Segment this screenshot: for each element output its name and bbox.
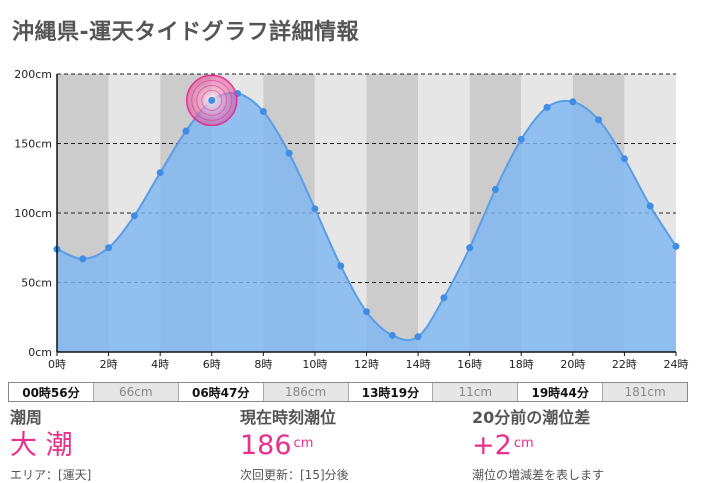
tide-point — [182, 127, 190, 135]
y-tick-label: 150cm — [14, 138, 52, 151]
tide-event-level: 11cm — [433, 383, 519, 401]
x-axis-labels: 0時 2時 4時 6時 8時 10時 12時 14時 16時 18時 20時 22時 24時 — [48, 358, 689, 371]
current-level-panel: 現在時刻潮位 186 cm 次回更新：[15]分後 — [240, 404, 470, 483]
current-level-value-row: 186 cm — [240, 430, 470, 462]
tide-point — [466, 244, 474, 252]
page-title: 沖縄県-運天タイドグラフ詳細情報 — [12, 20, 360, 45]
y-tick-label: 0cm — [28, 346, 52, 359]
level-delta-unit: cm — [513, 436, 534, 451]
tide-point — [646, 202, 654, 210]
y-tick-label: 100cm — [14, 207, 52, 220]
y-tick-label: 200cm — [14, 68, 52, 81]
tide-type-panel: 潮周 大 潮 エリア：[運天] — [10, 404, 240, 483]
y-tick-label: 50cm — [21, 277, 52, 290]
tide-point — [620, 155, 628, 163]
level-delta-panel: 20分前の潮位差 +2 cm 潮位の増減差を表します — [472, 404, 702, 483]
x-tick-label: 16時 — [457, 358, 482, 371]
tide-point — [517, 135, 525, 143]
x-tick-label: 10時 — [302, 358, 327, 371]
tide-event-level: 186cm — [263, 383, 349, 401]
tide-point — [595, 116, 603, 124]
x-tick-label: 22時 — [612, 358, 637, 371]
x-tick-label: 24時 — [664, 358, 689, 371]
tide-point — [337, 262, 345, 270]
tide-point — [105, 244, 113, 252]
current-time-marker — [186, 74, 238, 127]
tide-event-level: 181cm — [603, 383, 687, 401]
level-delta-label: 20分前の潮位差 — [472, 408, 591, 427]
x-tick-label: 18時 — [509, 358, 534, 371]
tide-point — [259, 108, 267, 116]
x-tick-label: 6時 — [203, 358, 221, 371]
level-delta-value-row: +2 cm — [472, 430, 702, 462]
tide-area-fill — [57, 92, 676, 352]
x-tick-label: 2時 — [100, 358, 118, 371]
tide-point — [311, 205, 319, 213]
tide-point — [388, 331, 396, 339]
x-tick-label: 12時 — [354, 358, 379, 371]
current-level-value: 186 — [240, 430, 292, 461]
tide-point — [440, 294, 448, 302]
tide-point — [672, 242, 680, 250]
tide-event-level: 66cm — [93, 383, 179, 401]
marker-point — [208, 96, 216, 104]
tide-point — [79, 255, 87, 263]
tide-point — [363, 308, 370, 316]
tide-type-value: 大 潮 — [10, 430, 73, 461]
tide-summary-table: 00時56分 66cm 06時47分 186cm 13時19分 11cm 19時44分 181… — [8, 382, 688, 402]
x-tick-label: 14時 — [406, 358, 431, 371]
current-level-unit: cm — [293, 436, 314, 451]
tide-point — [285, 149, 293, 157]
tide-chart: 0cm 50cm 100cm 150cm 200cm 0時 2時 4時 6時 8時 10時 12時 1… — [14, 68, 689, 371]
marker-ring — [201, 90, 223, 111]
tide-type-label: 潮周 — [10, 408, 43, 427]
marker-ring — [191, 80, 233, 121]
y-axis-labels: 0cm 50cm 100cm 150cm 200cm — [14, 68, 52, 359]
tide-point — [543, 103, 551, 111]
current-level-label: 現在時刻潮位 — [240, 408, 337, 427]
area-note: エリア：[運天] — [10, 468, 92, 482]
tide-event-time: 00時56分 — [9, 383, 94, 401]
x-tick-label: 20時 — [560, 358, 585, 371]
x-tick-label: 4時 — [151, 358, 169, 371]
grid-lines — [57, 73, 676, 283]
tide-event-time: 13時19分 — [348, 383, 434, 401]
x-tick-label: 0時 — [48, 358, 66, 371]
x-tick-label: 8時 — [254, 358, 272, 371]
tide-point — [414, 333, 422, 341]
level-delta-value: +2 — [472, 430, 512, 461]
marker-ring — [196, 85, 228, 116]
axes — [56, 74, 677, 356]
tide-point — [156, 169, 164, 177]
tide-point — [130, 212, 138, 220]
tide-point — [569, 98, 577, 106]
next-update-note: 次回更新：[15]分後 — [240, 468, 349, 482]
level-delta-note: 潮位の増減差を表します — [472, 468, 605, 482]
tide-point — [491, 185, 499, 193]
tide-event-time: 06時47分 — [178, 383, 264, 401]
tide-event-time: 19時44分 — [518, 383, 604, 401]
